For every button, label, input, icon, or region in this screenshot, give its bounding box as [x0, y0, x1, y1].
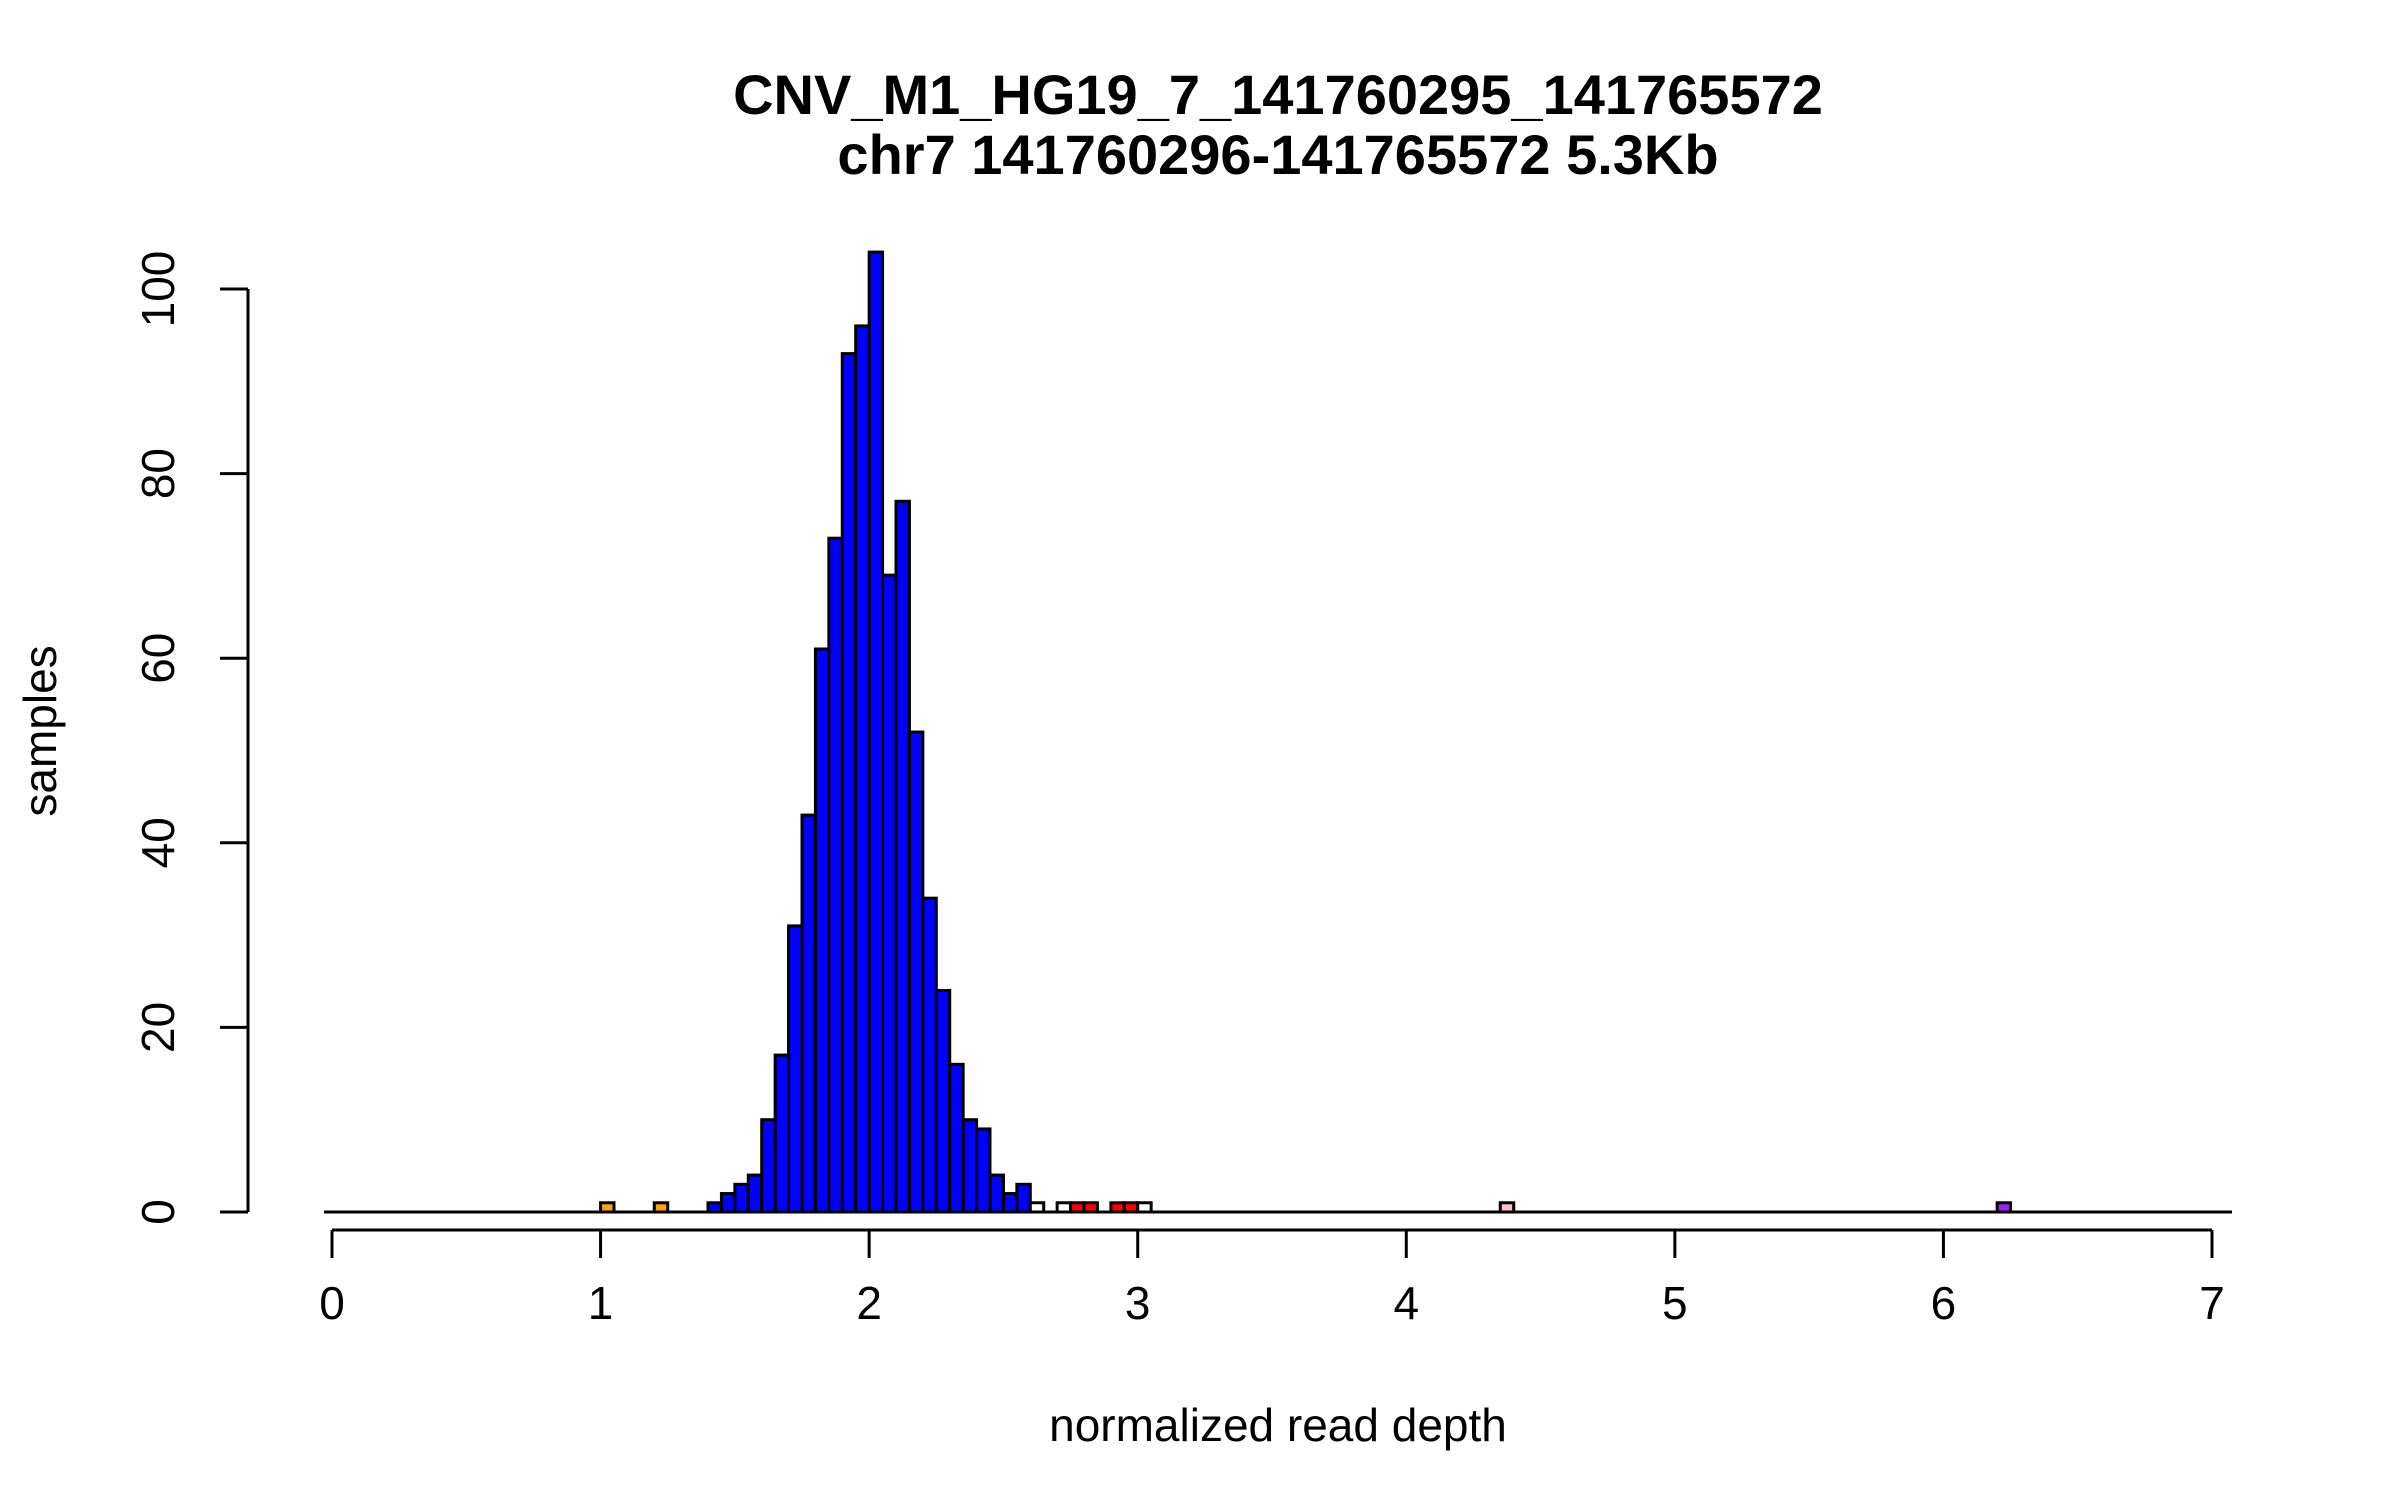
x-tick-label: 5	[1662, 1277, 1688, 1329]
y-tick-label: 20	[132, 1002, 184, 1053]
x-axis: 0 1 2 3 4 5 6 7	[319, 1228, 2225, 1329]
histogram-bar	[907, 730, 925, 1214]
histogram-bar	[760, 1118, 777, 1214]
histogram-bar	[934, 988, 952, 1214]
x-tick-label: 0	[319, 1277, 345, 1329]
histogram-bar	[813, 647, 831, 1214]
histogram-bar	[719, 1192, 737, 1214]
x-tick-label: 1	[588, 1277, 614, 1329]
x-tick-label: 6	[1931, 1277, 1957, 1329]
x-tick-label: 7	[2199, 1277, 2225, 1329]
y-axis: 0 20 40 60 80 100	[132, 251, 250, 1225]
histogram-bar	[975, 1127, 992, 1214]
histogram-bar	[881, 573, 898, 1214]
chart-title: CNV_M1_HG19_7_141760295_141765572	[733, 63, 1823, 126]
chart-subtitle: chr7 141760296-141765572 5.3Kb	[837, 123, 1718, 186]
y-tick-label: 0	[132, 1199, 184, 1225]
x-tick-label: 4	[1393, 1277, 1419, 1329]
histogram-bar	[746, 1173, 764, 1214]
histogram-bar	[961, 1118, 979, 1214]
histogram-bar	[1015, 1182, 1032, 1214]
y-axis-label: samples	[14, 645, 66, 816]
y-tick-label: 40	[132, 817, 184, 868]
histogram-bar	[948, 1062, 965, 1214]
y-tick-label: 100	[132, 251, 184, 328]
y-tick-label: 60	[132, 633, 184, 684]
histogram-bar	[854, 324, 871, 1214]
histogram-bar	[840, 352, 858, 1214]
x-tick-label: 2	[856, 1277, 882, 1329]
histogram-bar	[827, 536, 844, 1214]
x-tick-label: 3	[1125, 1277, 1151, 1329]
histogram-bar	[988, 1173, 1005, 1214]
histogram-bar	[800, 813, 817, 1214]
histogram-bar	[867, 250, 885, 1214]
histogram-bar	[773, 1053, 791, 1214]
histogram-bars	[599, 250, 2013, 1214]
histogram-bar	[787, 924, 804, 1214]
x-axis-label: normalized read depth	[1049, 1399, 1507, 1451]
histogram-bar	[921, 896, 938, 1214]
histogram-bar	[894, 499, 911, 1214]
y-tick-label: 80	[132, 448, 184, 499]
histogram-bar	[733, 1182, 750, 1214]
histogram-bar	[1001, 1192, 1019, 1214]
